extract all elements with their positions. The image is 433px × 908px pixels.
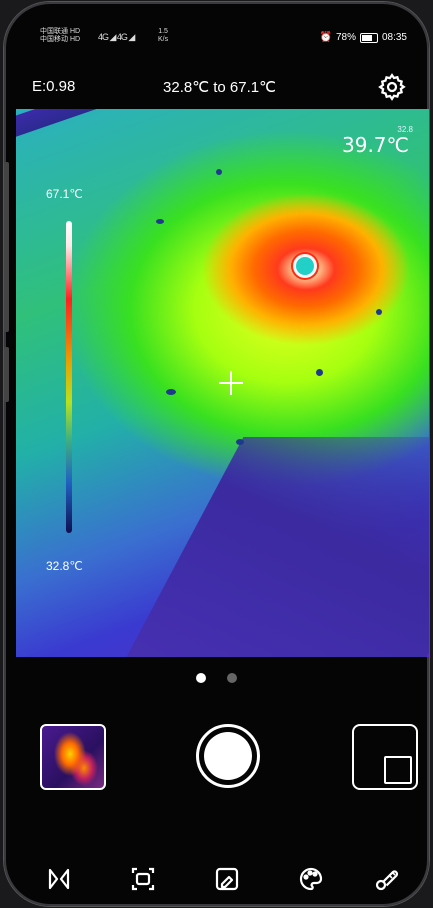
bottom-toolbar	[4, 862, 429, 896]
net-speed: 1.5 K/s	[158, 28, 168, 44]
picture-in-picture-icon[interactable]	[352, 724, 418, 790]
gallery-thumbnail[interactable]	[40, 724, 106, 790]
signal-icon: 4G ◢ 4G ◢	[98, 32, 135, 42]
carrier-1: 中国联通 HD	[40, 28, 81, 35]
hotspot-marker	[296, 257, 314, 275]
page-indicator	[4, 670, 429, 688]
mirror-icon[interactable]	[42, 862, 76, 896]
carrier-2: 中国移动 HD	[40, 36, 81, 43]
image-edit-icon[interactable]	[210, 862, 244, 896]
thermal-image[interactable]: 32.8 39.7℃ 67.1℃ 32.8℃	[16, 109, 429, 657]
app-header: E:0.98 32.8℃ to 67.1℃	[32, 72, 407, 102]
palette-icon[interactable]	[294, 862, 328, 896]
center-spot-temperature: 39.7℃	[342, 133, 409, 157]
carrier-info: 中国联通 HD 中国移动 HD	[40, 28, 80, 44]
scale-min-label: 32.8℃	[46, 559, 83, 573]
emissivity-label[interactable]: E:0.98	[32, 78, 76, 95]
net-speed-value: 1.5	[158, 28, 168, 35]
page-dot-1[interactable]	[196, 673, 207, 683]
component-dot	[236, 439, 244, 445]
temperature-range: 32.8℃ to 67.1℃	[163, 79, 276, 96]
settings-gear-icon[interactable]	[377, 72, 407, 102]
volume-button	[4, 162, 9, 332]
status-bar: 中国联通 HD 中国移动 HD 4G ◢ 4G ◢ 1.5 K/s ⏰ 78% …	[40, 28, 407, 52]
thermometer-icon[interactable]	[370, 862, 404, 896]
component-dot	[156, 219, 164, 224]
component-dot	[376, 309, 382, 315]
battery-icon	[359, 32, 378, 43]
net-speed-unit: K/s	[158, 36, 169, 43]
component-dot	[166, 389, 176, 395]
scale-max-label: 67.1℃	[46, 187, 83, 201]
spot-temp-small: 32.8	[397, 125, 413, 134]
battery-level: 78%	[335, 32, 356, 43]
alarm-icon: ⏰	[319, 32, 332, 43]
screen-capture-icon[interactable]	[126, 862, 160, 896]
cool-region	[94, 437, 429, 657]
status-right: ⏰ 78% 08:35	[320, 32, 408, 43]
crosshair-icon	[219, 371, 243, 395]
phone-frame: 中国联通 HD 中国移动 HD 4G ◢ 4G ◢ 1.5 K/s ⏰ 78% …	[4, 2, 429, 906]
power-button	[4, 347, 9, 402]
page-dot-2[interactable]	[226, 673, 237, 683]
clock: 08:35	[381, 32, 407, 43]
component-dot	[316, 369, 323, 376]
component-dot	[216, 169, 222, 175]
shutter-button[interactable]	[196, 724, 260, 788]
color-scale-bar	[66, 221, 72, 533]
